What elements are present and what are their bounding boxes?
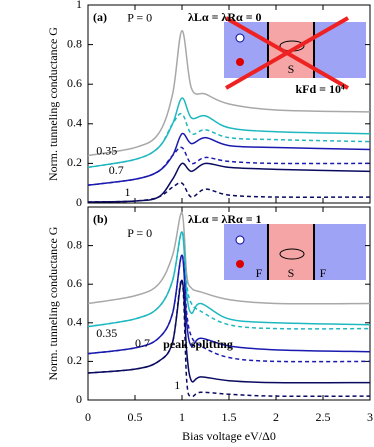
pair (279, 248, 305, 260)
y-tick-label: 0.4 (67, 315, 82, 329)
series-line (87, 279, 371, 398)
annotation: peak splitting (163, 337, 233, 351)
curve-label: 1 (174, 378, 180, 392)
series-line (87, 212, 371, 305)
series-line (87, 231, 371, 330)
curve-label: 0.7 (109, 163, 124, 177)
electron (236, 260, 244, 268)
y-tick-label: 1 (76, 0, 82, 11)
series-line (87, 279, 371, 384)
curve-label: 1 (124, 185, 130, 199)
x-axis-label: Bias voltage eV/Δ0 (182, 429, 276, 443)
x-tick-label: 2 (273, 410, 279, 424)
series-line (87, 29, 371, 157)
x-tick-label: 0.5 (128, 410, 143, 424)
annotation: F (320, 266, 327, 280)
panel-subtitle: λLα = λRα = 0 (188, 10, 262, 24)
y-tick-label: 0 (76, 392, 82, 406)
panel-subtitle: λLα = λRα = 1 (188, 212, 262, 226)
y-tick-label: 0.6 (67, 76, 82, 90)
curve-label: 0.35 (96, 326, 117, 340)
y-tick-label: 0.4 (67, 116, 82, 130)
curve-label: P = 0 (127, 226, 152, 240)
hole (235, 235, 245, 245)
series-line (87, 162, 371, 203)
y-axis-label: Norm. tunneling conductance G (46, 226, 60, 380)
inset-a (224, 16, 366, 90)
hole (235, 33, 245, 43)
x-tick-label: 1.5 (222, 410, 237, 424)
inset-b (224, 224, 366, 280)
y-tick-label: 0.6 (67, 276, 82, 290)
y-tick-label: 0.8 (67, 36, 82, 50)
cross (225, 16, 349, 90)
panel-label: (b) (93, 212, 108, 226)
inset-s (268, 224, 314, 280)
annotation: F (256, 266, 263, 280)
series-line (87, 132, 371, 186)
y-axis-label: Norm. tunneling conductance G (46, 27, 60, 181)
x-tick-label: 0 (85, 410, 91, 424)
series-line (87, 254, 371, 355)
annotation: S (288, 62, 295, 76)
electron (236, 58, 244, 66)
annotation: kFd = 10⁴ (295, 82, 345, 96)
y-tick-label: 0 (76, 195, 82, 209)
series-line (87, 146, 371, 186)
y-tick-label: 0.8 (67, 237, 82, 251)
x-tick-label: 3 (367, 410, 373, 424)
series-line (87, 97, 371, 169)
series-line (87, 254, 371, 363)
x-tick-label: 2.5 (316, 410, 331, 424)
curve-label: 0.35 (96, 143, 117, 157)
panel-label: (a) (93, 10, 107, 24)
y-tick-label: 0.2 (67, 353, 82, 367)
x-tick-label: 1 (179, 410, 185, 424)
series-line (87, 112, 371, 169)
y-tick-label: 0.2 (67, 155, 82, 169)
curve-label: P = 0 (127, 11, 152, 25)
series-line (87, 231, 371, 328)
annotation: S (288, 266, 295, 280)
curve-label: 0.7 (135, 336, 150, 350)
